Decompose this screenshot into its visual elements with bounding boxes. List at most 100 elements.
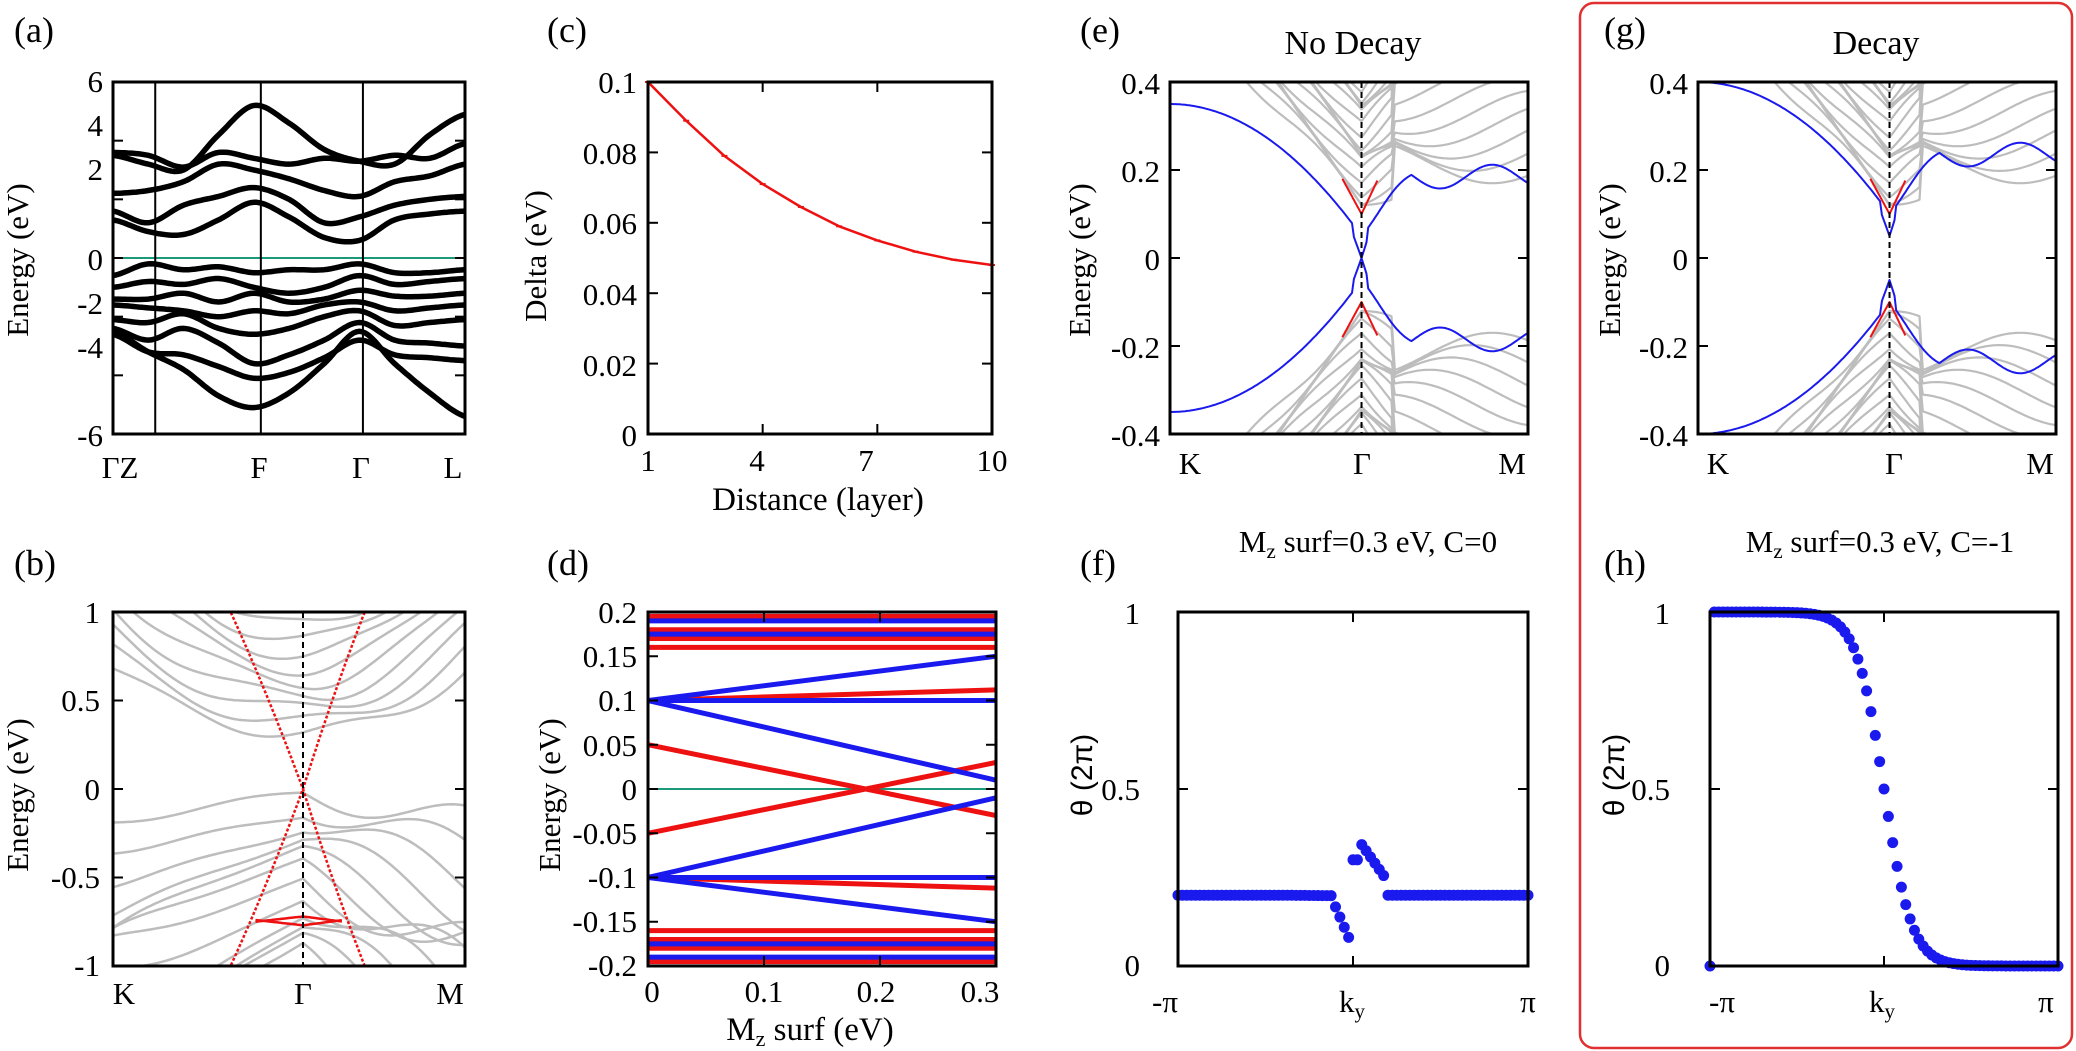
panel-label: (d) xyxy=(547,543,589,583)
y-tick-label: 0.1 xyxy=(598,65,637,100)
grey-band xyxy=(1310,82,1394,139)
y-tick-label: -0.2 xyxy=(588,948,637,983)
plot-area xyxy=(1696,80,2058,436)
y-tick-label: -0.1 xyxy=(588,860,637,895)
y-tick-label: 0.5 xyxy=(61,683,100,718)
grey-band xyxy=(127,899,465,966)
x-tick-label: K xyxy=(1707,446,1730,481)
y-tick-label: 0 xyxy=(622,418,638,453)
y-tick-label: 0.02 xyxy=(583,348,637,383)
delta-line xyxy=(647,81,993,267)
title-sub: z xyxy=(1773,539,1782,563)
grey-band xyxy=(113,837,465,933)
wcc-point xyxy=(1843,633,1855,645)
wcc-point xyxy=(1865,706,1877,718)
y-tick-label: -0.4 xyxy=(1111,418,1161,453)
dirac-cone xyxy=(229,612,366,793)
wcc-point xyxy=(1852,653,1864,665)
wcc-point xyxy=(1856,667,1868,679)
grey-band xyxy=(1823,82,1974,157)
plot-area xyxy=(1172,610,1534,968)
y-tick-label: 1 xyxy=(1125,596,1141,631)
x-tick-label: ky xyxy=(1339,984,1366,1023)
y-tick-label: 0 xyxy=(88,242,104,277)
y-tick-label: 0.2 xyxy=(1649,154,1688,189)
panel-e: (e) No Decay 0.4 0.2 0 -0.2 -0.4 K Γ M E… xyxy=(1062,10,1530,481)
x-tick-label: 0 xyxy=(644,974,660,1009)
levels xyxy=(648,613,996,965)
band-line xyxy=(113,287,466,306)
grey-band xyxy=(1805,332,2056,434)
y-tick-label: 0 xyxy=(85,772,101,807)
x-tick-label: ΓZ xyxy=(102,450,139,485)
panel-label: (e) xyxy=(1080,10,1120,50)
x-tick-label: 10 xyxy=(977,443,1008,478)
y-tick-label: -1 xyxy=(74,948,100,983)
plot-frame xyxy=(646,80,994,436)
band-line xyxy=(112,307,466,338)
x-tick-label: 0.3 xyxy=(961,974,1000,1009)
panel-title: No Decay xyxy=(1285,25,1422,62)
y-tick-label: 4 xyxy=(88,108,104,143)
wcc-point xyxy=(1908,924,1920,936)
band-line xyxy=(112,160,466,200)
grey-band xyxy=(1838,377,1922,434)
grey-band xyxy=(113,857,465,943)
y-tick-label: -4 xyxy=(77,330,103,365)
plot-frame xyxy=(1176,610,1530,968)
y-axis-label: Energy (eV) xyxy=(532,718,567,872)
grey-band xyxy=(1842,82,1921,123)
grey-band xyxy=(1310,364,1395,434)
y-tick-label: 0.5 xyxy=(1101,772,1140,807)
y-axis-label: Energy (eV) xyxy=(1062,183,1097,337)
band-line xyxy=(112,199,466,245)
y-tick-label: 0.1 xyxy=(598,683,637,718)
y-tick-label: -0.2 xyxy=(1111,330,1160,365)
grey-band xyxy=(1802,317,2056,434)
y-tick-label: 1 xyxy=(85,595,101,630)
panel-h: (h) Mz surf=0.3 eV, C=-1 1 0.5 0 -π ky π… xyxy=(1598,524,2064,1023)
plot-frame xyxy=(1696,80,2058,436)
y-axis-label: Delta (eV) xyxy=(518,190,553,322)
red-level xyxy=(648,759,996,836)
x-tick-label: 0.1 xyxy=(745,974,784,1009)
panel-f: (f) Mz surf=0.3 eV, C=0 1 0.5 0 -π ky π … xyxy=(1066,524,1536,1023)
panel-label: (g) xyxy=(1604,10,1646,50)
x-axis-label-main: M xyxy=(726,1012,755,1048)
x-tick-label: Γ xyxy=(352,450,370,485)
x-tick-label: M xyxy=(1498,446,1526,481)
x-tick-label: M xyxy=(436,976,464,1011)
grey-band xyxy=(1308,82,1401,157)
x-axis-label-sub: z xyxy=(756,1026,766,1051)
band-line xyxy=(112,184,466,227)
x-tick-label: -π xyxy=(1709,984,1735,1019)
panel-title: Mz surf=0.3 eV, C=-1 xyxy=(1746,524,2014,563)
wcc-point xyxy=(1848,642,1860,654)
y-tick-label: 0.4 xyxy=(1121,66,1160,101)
wcc-point xyxy=(1861,685,1873,697)
plot-frame xyxy=(646,610,998,968)
grey-band xyxy=(1786,310,2056,434)
plot-frame xyxy=(111,80,467,436)
grey-band xyxy=(260,941,329,966)
title-main: M xyxy=(1239,524,1267,559)
panel-a: (a) 6 4 2 0 -2 -4 -6 0 ΓZ F Γ L Energy (… xyxy=(0,10,467,485)
band-line xyxy=(112,261,466,279)
y-tick-label: -0.05 xyxy=(572,816,637,851)
y-axis-label: θ (2π) xyxy=(1598,734,1631,816)
grey-band xyxy=(113,844,465,947)
panel-g: (g) Decay 0.4 0.2 0 -0.2 -0.4 K Γ M Ener… xyxy=(1592,10,2058,481)
grey-band xyxy=(1277,332,1528,434)
plot-frame xyxy=(1708,610,2060,968)
panel-label: (f) xyxy=(1080,543,1116,583)
grey-band xyxy=(1310,82,1395,152)
y-axis-label: Energy (eV) xyxy=(1592,183,1627,337)
y-tick-label: 0 xyxy=(1655,948,1671,983)
panel-label: (h) xyxy=(1604,543,1646,583)
grey-band xyxy=(230,612,369,621)
band-line xyxy=(112,298,466,320)
x-tick-label: Γ xyxy=(1885,446,1903,481)
x-axis-label: Distance (layer) xyxy=(712,482,924,518)
y-tick-label: 2 xyxy=(88,152,104,187)
wcc-point xyxy=(1904,913,1916,925)
